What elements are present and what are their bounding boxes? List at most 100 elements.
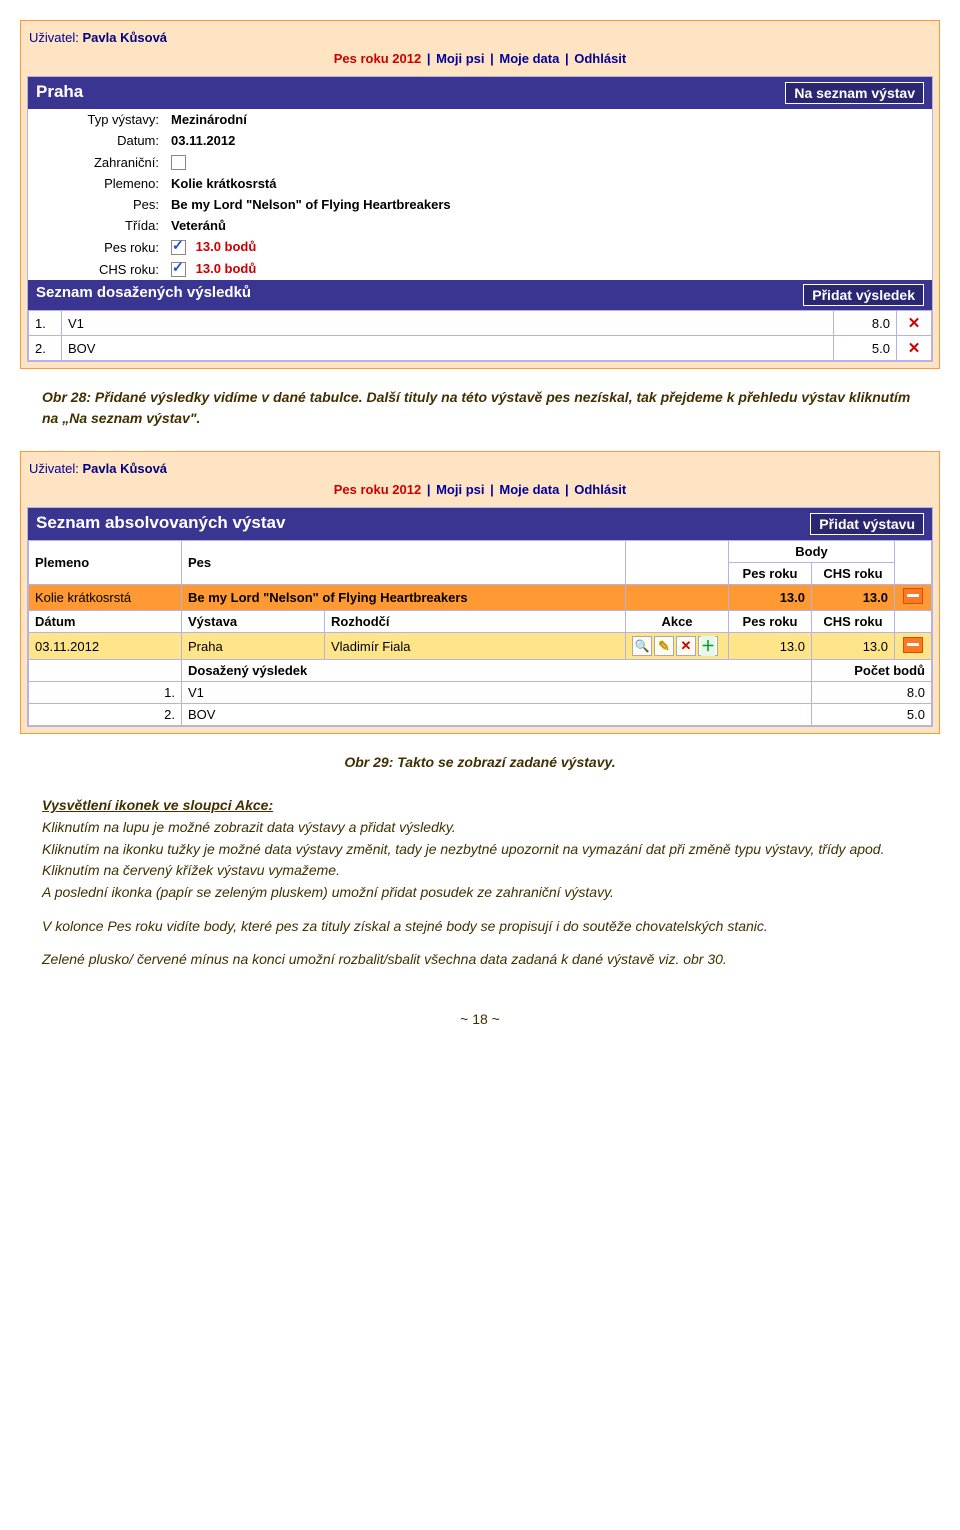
breed-row: Kolie krátkosrstá Be my Lord "Nelson" of… bbox=[29, 585, 932, 611]
th-plemeno: Plemeno bbox=[29, 541, 182, 585]
th-chsroku: CHS roku bbox=[812, 563, 895, 585]
checkbox-pesroku[interactable] bbox=[171, 240, 186, 255]
paragraph-plusminus: Zelené plusko/ červené mínus na konci um… bbox=[42, 949, 918, 971]
checkbox-chsroku[interactable] bbox=[171, 262, 186, 277]
cell-chsroku: 13.0 bbox=[812, 585, 895, 611]
explanation-line: Kliknutím na ikonku tužky je možné data … bbox=[42, 841, 884, 857]
menu-pesroku[interactable]: Pes roku 2012 bbox=[334, 482, 421, 497]
res-title: V1 bbox=[182, 682, 812, 704]
result-num: 1. bbox=[29, 311, 62, 336]
top-menu: Pes roku 2012 | Moji psi | Moje data | O… bbox=[27, 478, 933, 507]
pridat-vysledek-button[interactable]: Přidat výsledek bbox=[803, 284, 924, 306]
list-header: Seznam absolvovaných výstav Přidat výsta… bbox=[28, 508, 932, 540]
res-points: 8.0 bbox=[812, 682, 932, 704]
detail-box: Praha Na seznam výstav Typ výstavy: Mezi… bbox=[27, 76, 933, 362]
lbl-plemeno: Plemeno: bbox=[28, 173, 165, 194]
th-chsroku2: CHS roku bbox=[812, 611, 895, 633]
cell-rozhodci: Vladimír Fiala bbox=[325, 633, 626, 660]
collapse-icon[interactable] bbox=[903, 637, 923, 653]
menu-mojedata[interactable]: Moje data bbox=[499, 482, 559, 497]
val-trida: Veteránů bbox=[165, 215, 932, 236]
paragraph-pesroku: V kolonce Pes roku vidíte body, které pe… bbox=[42, 916, 918, 938]
th-body: Body bbox=[729, 541, 895, 563]
explanation-line: Kliknutím na lupu je možné zobrazit data… bbox=[42, 819, 456, 835]
th-akce: Akce bbox=[626, 611, 729, 633]
show-row: 03.11.2012 Praha Vladimír Fiala 13.0 13.… bbox=[29, 633, 932, 660]
lbl-typ: Typ výstavy: bbox=[28, 109, 165, 130]
result-title: V1 bbox=[62, 311, 834, 336]
cell-datum: 03.11.2012 bbox=[29, 633, 182, 660]
collapse-icon[interactable] bbox=[903, 588, 923, 604]
user-line: Uživatel: Pavla Kůsová bbox=[27, 27, 933, 47]
result-row: 1. V1 8.0 bbox=[29, 682, 932, 704]
result-points: 8.0 bbox=[834, 311, 897, 336]
top-menu: Pes roku 2012 | Moji psi | Moje data | O… bbox=[27, 47, 933, 76]
res-num: 2. bbox=[29, 704, 182, 726]
delete-icon[interactable]: ✕ bbox=[908, 315, 921, 332]
results-title: Seznam dosažených výsledků bbox=[36, 284, 251, 306]
menu-mojipsi[interactable]: Moji psi bbox=[436, 482, 484, 497]
pencil-icon[interactable] bbox=[654, 636, 674, 656]
cell-pes: Be my Lord "Nelson" of Flying Heartbreak… bbox=[182, 585, 626, 611]
lbl-zahranicni: Zahraniční: bbox=[28, 151, 165, 173]
th-vystava: Výstava bbox=[182, 611, 325, 633]
result-title: BOV bbox=[62, 336, 834, 361]
lbl-pes: Pes: bbox=[28, 194, 165, 215]
explanation-block: Vysvětlení ikonek ve sloupci Akce: Klikn… bbox=[42, 795, 918, 903]
menu-odhlasit[interactable]: Odhlásit bbox=[574, 482, 626, 497]
result-row: 2. BOV 5.0 ✕ bbox=[29, 336, 932, 361]
user-name: Pavla Kůsová bbox=[82, 30, 167, 45]
detail-header: Praha Na seznam výstav bbox=[28, 77, 932, 109]
lbl-chsroku: CHS roku: bbox=[28, 258, 165, 280]
delete-icon[interactable] bbox=[676, 636, 696, 656]
th-rozhodci: Rozhodčí bbox=[325, 611, 626, 633]
result-num: 2. bbox=[29, 336, 62, 361]
menu-pesroku[interactable]: Pes roku 2012 bbox=[334, 51, 421, 66]
cell-vystava: Praha bbox=[182, 633, 325, 660]
cell-plemeno: Kolie krátkosrstá bbox=[29, 585, 182, 611]
lbl-pesroku: Pes roku: bbox=[28, 236, 165, 258]
pridat-vystavu-button[interactable]: Přidat výstavu bbox=[810, 513, 924, 535]
th-pocet: Počet bodů bbox=[812, 660, 932, 682]
delete-icon[interactable]: ✕ bbox=[908, 340, 921, 357]
res-num: 1. bbox=[29, 682, 182, 704]
na-seznam-vystav-button[interactable]: Na seznam výstav bbox=[785, 82, 924, 104]
cell-pesroku: 13.0 bbox=[729, 585, 812, 611]
lbl-datum: Datum: bbox=[28, 130, 165, 151]
shows-table: Plemeno Pes Body Pes roku CHS roku Kolie… bbox=[28, 540, 932, 726]
user-name: Pavla Kůsová bbox=[82, 461, 167, 476]
caption-obr28: Obr 28: Přidané výsledky vidíme v dané t… bbox=[42, 387, 918, 429]
page-number: ~ 18 ~ bbox=[20, 1011, 940, 1027]
lbl-trida: Třída: bbox=[28, 215, 165, 236]
cell-chsroku: 13.0 bbox=[812, 633, 895, 660]
list-box: Seznam absolvovaných výstav Přidat výsta… bbox=[27, 507, 933, 727]
result-points: 5.0 bbox=[834, 336, 897, 361]
table-header-row: Plemeno Pes Body bbox=[29, 541, 932, 563]
val-chsroku: 13.0 bodů bbox=[196, 261, 257, 276]
explanation-heading: Vysvětlení ikonek ve sloupci Akce: bbox=[42, 797, 273, 813]
menu-odhlasit[interactable]: Odhlásit bbox=[574, 51, 626, 66]
checkbox-zahranicni[interactable] bbox=[171, 155, 186, 170]
detail-form: Typ výstavy: Mezinárodní Datum: 03.11.20… bbox=[28, 109, 932, 280]
menu-mojipsi[interactable]: Moji psi bbox=[436, 51, 484, 66]
add-doc-icon[interactable] bbox=[698, 636, 718, 656]
results-header: Seznam dosažených výsledků Přidat výsled… bbox=[28, 280, 932, 310]
user-label: Uživatel: bbox=[29, 30, 79, 45]
screenshot-panel-1: Uživatel: Pavla Kůsová Pes roku 2012 | M… bbox=[20, 20, 940, 369]
list-title: Seznam absolvovaných výstav bbox=[36, 513, 285, 535]
th-dosazeny: Dosažený výsledek bbox=[182, 660, 812, 682]
res-title: BOV bbox=[182, 704, 812, 726]
th-datum: Dátum bbox=[29, 611, 182, 633]
detail-title: Praha bbox=[36, 82, 83, 104]
cell-pesroku: 13.0 bbox=[729, 633, 812, 660]
caption-obr29: Obr 29: Takto se zobrazí zadané výstavy. bbox=[42, 752, 918, 773]
menu-mojedata[interactable]: Moje data bbox=[499, 51, 559, 66]
val-plemeno: Kolie krátkosrstá bbox=[165, 173, 932, 194]
th-pesroku2: Pes roku bbox=[729, 611, 812, 633]
magnify-icon[interactable] bbox=[632, 636, 652, 656]
explanation-line: Kliknutím na červený křížek výstavu vyma… bbox=[42, 862, 340, 878]
th-pesroku: Pes roku bbox=[729, 563, 812, 585]
screenshot-panel-2: Uživatel: Pavla Kůsová Pes roku 2012 | M… bbox=[20, 451, 940, 734]
user-line: Uživatel: Pavla Kůsová bbox=[27, 458, 933, 478]
subheader-row: Dátum Výstava Rozhodčí Akce Pes roku CHS… bbox=[29, 611, 932, 633]
